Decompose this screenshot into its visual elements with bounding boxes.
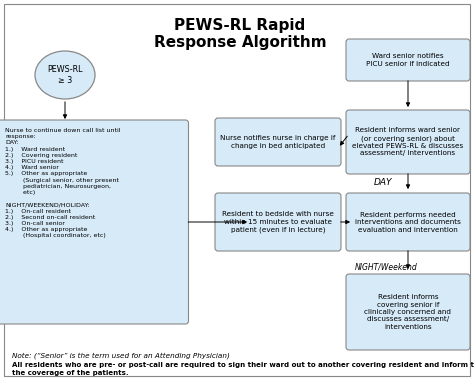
Text: All residents who are pre- or post-call are required to sign their ward out to a: All residents who are pre- or post-call …: [12, 362, 474, 376]
Ellipse shape: [35, 51, 95, 99]
FancyBboxPatch shape: [346, 193, 470, 251]
Text: Ward senior notifies
PICU senior if indicated: Ward senior notifies PICU senior if indi…: [366, 53, 450, 67]
FancyBboxPatch shape: [346, 110, 470, 174]
Text: Resident performs needed
interventions and documents
evaluation and intervention: Resident performs needed interventions a…: [355, 212, 461, 233]
Text: Resident informs ward senior
(or covering senior) about
elevated PEWS-RL & discu: Resident informs ward senior (or coverin…: [352, 128, 464, 157]
FancyBboxPatch shape: [346, 39, 470, 81]
Text: DAY: DAY: [374, 178, 392, 187]
Text: PEWS-RL Rapid
Response Algorithm: PEWS-RL Rapid Response Algorithm: [154, 18, 326, 51]
Text: Nurse to continue down call list until
response:
DAY:
1.)    Ward resident
2.)  : Nurse to continue down call list until r…: [6, 128, 121, 238]
Text: PEWS-RL
≥ 3: PEWS-RL ≥ 3: [47, 65, 83, 85]
FancyBboxPatch shape: [0, 120, 189, 324]
FancyBboxPatch shape: [346, 274, 470, 350]
Text: Resident to bedside with nurse
within 15 minutes to evaluate
patient (even if in: Resident to bedside with nurse within 15…: [222, 211, 334, 233]
FancyBboxPatch shape: [215, 118, 341, 166]
Text: Note: (“Senior” is the term used for an Attending Physician): Note: (“Senior” is the term used for an …: [12, 352, 230, 359]
Text: Nurse notifies nurse in charge if
change in bed anticipated: Nurse notifies nurse in charge if change…: [220, 135, 336, 149]
Text: NIGHT/Weekend: NIGHT/Weekend: [355, 262, 418, 271]
FancyBboxPatch shape: [215, 193, 341, 251]
Text: Resident informs
covering senior if
clinically concerned and
discusses assessmen: Resident informs covering senior if clin…: [365, 294, 452, 330]
